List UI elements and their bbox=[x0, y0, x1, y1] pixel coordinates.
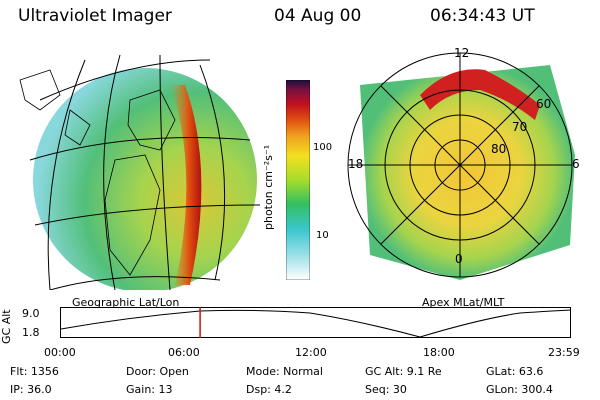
colorbar bbox=[286, 80, 310, 280]
gc-altitude: GC Alt: 9.1 Re bbox=[365, 365, 442, 378]
sequence-number: Seq: 30 bbox=[365, 383, 407, 396]
colorbar-gradient bbox=[286, 80, 310, 280]
timeline-xtick-0000: 00:00 bbox=[44, 346, 76, 359]
dsp-value: Dsp: 4.2 bbox=[246, 383, 292, 396]
mlt-label-0: 0 bbox=[455, 252, 463, 266]
aurora-emission-field bbox=[33, 68, 257, 290]
ip-value: IP: 36.0 bbox=[10, 383, 52, 396]
door-status: Door: Open bbox=[126, 365, 189, 378]
timeline-frame bbox=[60, 307, 571, 338]
timeline-xtick-1800: 18:00 bbox=[423, 346, 455, 359]
colorbar-unit-label: photon cm⁻²s⁻¹ bbox=[262, 144, 275, 230]
lat-lon-grid bbox=[29, 54, 260, 290]
dayside-aurora bbox=[420, 69, 540, 120]
mlat-label-70: 70 bbox=[512, 120, 528, 134]
geographic-map-caption: Geographic Lat/Lon bbox=[72, 296, 180, 309]
coastlines bbox=[19, 69, 176, 276]
polar-map bbox=[347, 52, 575, 280]
colorbar-tick-100: 100 bbox=[313, 142, 333, 153]
mlt-label-18: 18 bbox=[348, 157, 364, 171]
date-label: 04 Aug 00 bbox=[274, 6, 362, 26]
timeline-ylabel: GC Alt bbox=[0, 309, 13, 344]
geographic-longitude: GLon: 300.4 bbox=[486, 383, 553, 396]
altitude-curve bbox=[60, 309, 572, 338]
timeline-ytick-low: 1.8 bbox=[22, 326, 40, 339]
timeline-xtick-0600: 06:00 bbox=[168, 346, 200, 359]
timeline-xtick-2359: 23:59 bbox=[548, 346, 580, 359]
timeline-ytick-high: 9.0 bbox=[22, 307, 40, 320]
time-label: 06:34:43 UT bbox=[430, 6, 535, 26]
geographic-latitude: GLat: 63.6 bbox=[486, 365, 544, 378]
gain-value: Gain: 13 bbox=[126, 383, 173, 396]
geographic-map bbox=[19, 54, 260, 290]
polar-grid bbox=[347, 52, 573, 278]
mlt-label-12: 12 bbox=[454, 46, 470, 60]
aurora-oval-edge bbox=[170, 85, 202, 285]
timeline-xtick-1200: 12:00 bbox=[295, 346, 327, 359]
colorbar-tick-10: 10 bbox=[316, 230, 329, 241]
flight-number: Flt: 1356 bbox=[10, 365, 59, 378]
mlat-label-80: 80 bbox=[491, 142, 507, 156]
polar-map-caption: Apex MLat/MLT bbox=[422, 296, 505, 309]
mlat-label-60: 60 bbox=[536, 97, 552, 111]
altitude-timeline bbox=[60, 307, 572, 338]
mlt-label-6: 6 bbox=[572, 157, 580, 171]
instrument-title: Ultraviolet Imager bbox=[18, 6, 172, 26]
mode-status: Mode: Normal bbox=[246, 365, 323, 378]
